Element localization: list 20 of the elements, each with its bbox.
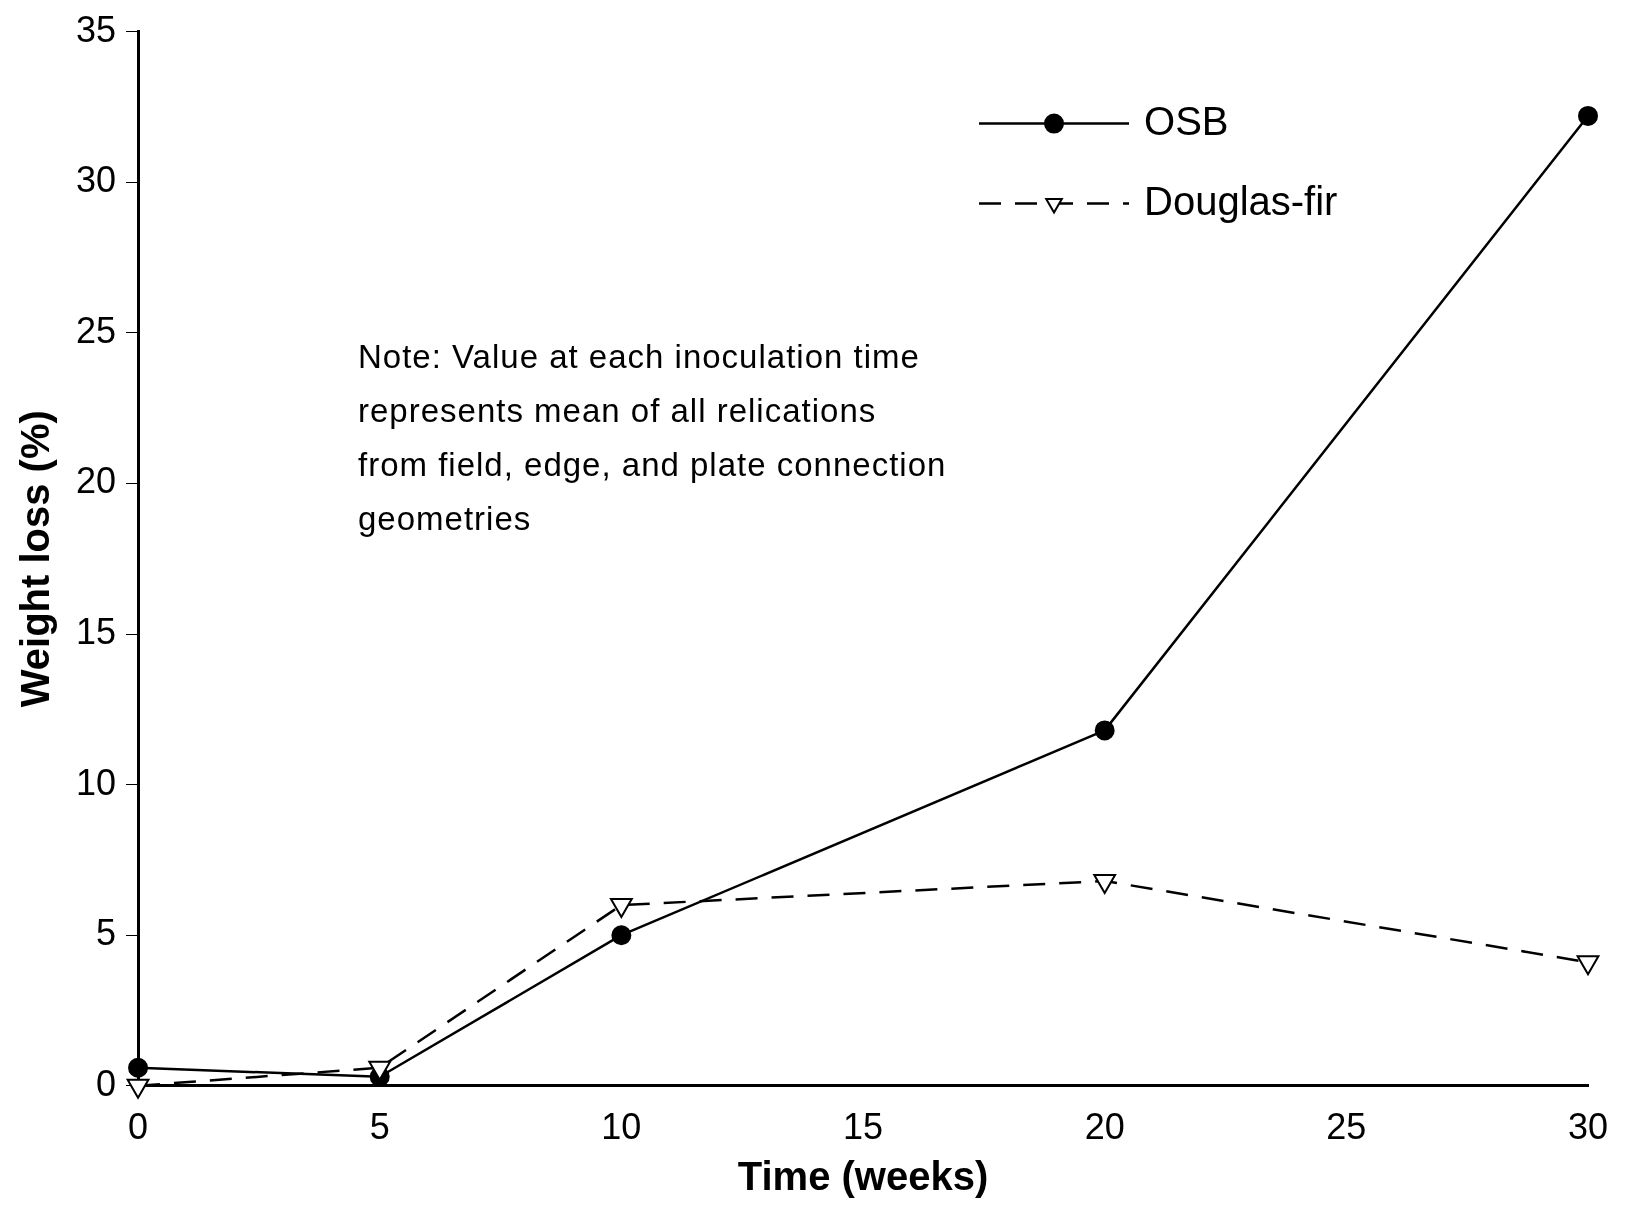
y-tick-label: 15	[76, 610, 117, 652]
y-tick-label: 0	[96, 1062, 117, 1104]
y-axis-title: Weight loss (%)	[13, 410, 58, 708]
x-tick-label: 5	[369, 1106, 390, 1148]
legend-label: Douglas-fir	[1144, 178, 1338, 223]
annotation: Note: Value at each inoculation time represents mean of all relications from field, edge, and plate connection geometries	[358, 337, 948, 539]
y-tick-label: 20	[76, 460, 117, 502]
y-tick-label: 5	[96, 912, 117, 954]
y-tick-label: 25	[76, 309, 117, 351]
x-tick-label: 15	[843, 1106, 884, 1148]
x-tick-label: 10	[601, 1106, 642, 1148]
x-tick-label: 25	[1326, 1106, 1367, 1148]
x-tick-label: 30	[1567, 1106, 1609, 1148]
y-tick-label: 30	[76, 159, 117, 201]
legend-label: OSB	[1144, 98, 1229, 143]
x-tick-label: 20	[1084, 1106, 1125, 1148]
y-tick-label: 35	[76, 8, 117, 50]
x-tick-label: 0	[128, 1106, 149, 1148]
y-tick-label: 10	[76, 761, 117, 803]
x-axis-title: Time (weeks)	[737, 1154, 989, 1199]
